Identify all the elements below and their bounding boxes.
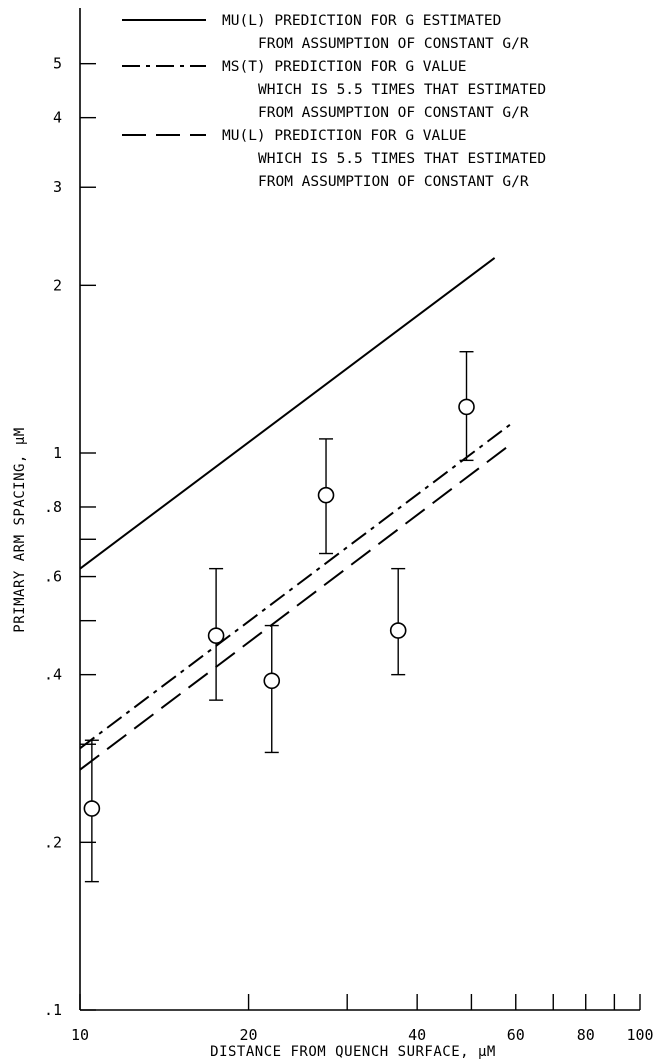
legend-text: WHICH IS 5.5 TIMES THAT ESTIMATED [258, 151, 546, 167]
x-tick-label: 20 [240, 1026, 258, 1044]
prediction-lines [79, 257, 513, 771]
y-tick-label: 5 [53, 55, 62, 73]
prediction-line-dashed [79, 442, 513, 771]
y-tick-label: 3 [53, 178, 62, 196]
y-tick-label: .4 [44, 666, 62, 684]
data-point [458, 351, 475, 462]
prediction-line-solid [79, 257, 496, 570]
data-marker [317, 486, 335, 504]
prediction-line-dash-dot [79, 422, 513, 750]
data-point [207, 567, 225, 701]
y-tick-label: .6 [44, 568, 62, 586]
y-tick-label: 4 [53, 109, 62, 127]
legend-text: MU(L) PREDICTION FOR G ESTIMATED [222, 13, 501, 29]
data-marker [83, 800, 101, 817]
x-tick-label: 60 [507, 1026, 525, 1044]
data-points [83, 351, 475, 883]
legend-text: FROM ASSUMPTION OF CONSTANT G/R [258, 174, 529, 190]
data-marker [207, 627, 225, 644]
x-tick-label: 40 [408, 1026, 426, 1044]
axes: .1 .2 .4 .6 .8 1 2 3 4 5 10 20 40 60 80 100 [44, 8, 654, 1044]
x-axis-label: DISTANCE FROM QUENCH SURFACE, µM [210, 1044, 496, 1060]
data-point [389, 567, 407, 676]
y-tick-label: 2 [53, 276, 62, 294]
legend: MU(L) PREDICTION FOR G ESTIMATED FROM ASS… [122, 13, 546, 190]
data-marker [458, 398, 475, 416]
x-tick-label: 10 [71, 1026, 89, 1044]
x-tick-label: 80 [577, 1026, 595, 1044]
y-axis-label: PRIMARY ARM SPACING, µM [12, 427, 28, 632]
y-tick-label: .1 [44, 1001, 62, 1019]
data-marker [389, 622, 407, 639]
legend-text: MU(L) PREDICTION FOR G VALUE [222, 128, 466, 144]
legend-text: FROM ASSUMPTION OF CONSTANT G/R [258, 105, 529, 121]
legend-text: WHICH IS 5.5 TIMES THAT ESTIMATED [258, 82, 546, 98]
data-marker [263, 672, 281, 690]
data-point [263, 624, 281, 754]
y-tick-label: 1 [53, 444, 62, 462]
data-point [317, 438, 335, 555]
x-tick-label: 100 [626, 1026, 653, 1044]
y-tick-label: .2 [44, 833, 62, 851]
legend-text: MS(T) PREDICTION FOR G VALUE [222, 59, 466, 75]
data-point [83, 739, 101, 883]
legend-text: FROM ASSUMPTION OF CONSTANT G/R [258, 36, 529, 52]
y-tick-label: .8 [44, 498, 62, 516]
